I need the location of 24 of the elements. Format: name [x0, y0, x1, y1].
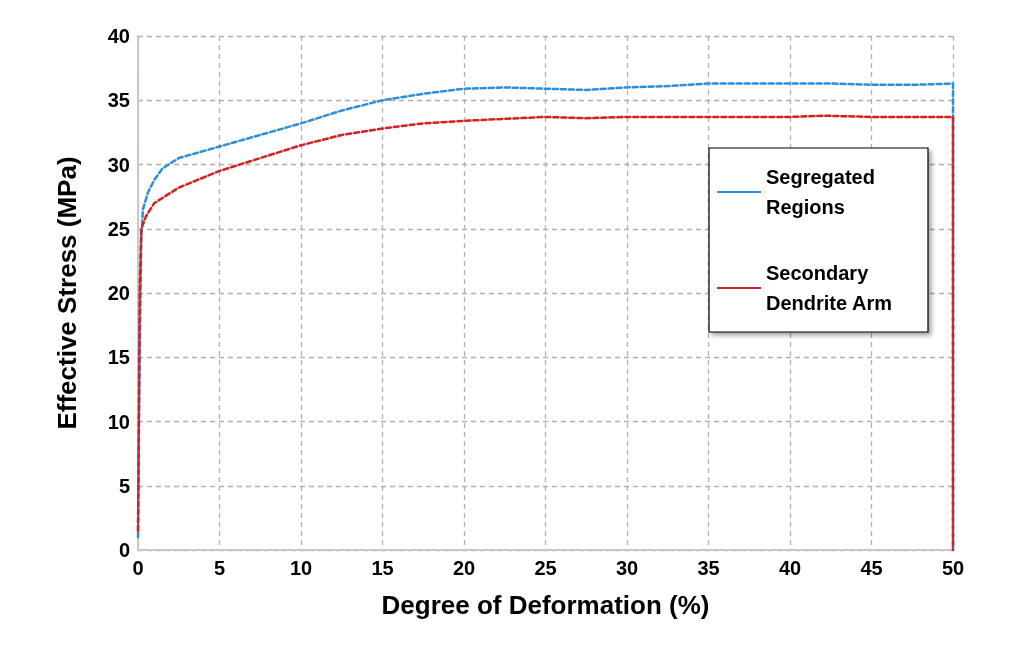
y-tick-label: 20	[107, 282, 130, 304]
y-tick-label: 40	[107, 25, 130, 47]
x-tick-label: 40	[778, 557, 802, 579]
y-tick-label: 0	[118, 539, 130, 561]
y-tick-label: 10	[107, 410, 130, 433]
x-tick-label: 20	[452, 557, 476, 579]
legend-label: Segregated Regions	[766, 166, 881, 218]
x-axis-title: Degree of Deformation (%)	[381, 590, 710, 620]
x-tick-label: 30	[615, 557, 639, 579]
y-axis-title: Effective Stress (MPa)	[52, 156, 82, 430]
x-tick-label: 5	[213, 557, 226, 579]
x-tick-label: 50	[941, 557, 965, 579]
x-tick-label: 35	[697, 557, 720, 579]
y-tick-label: 25	[107, 217, 130, 240]
x-tick-label: 0	[132, 557, 144, 579]
y-tick-label: 30	[107, 153, 130, 176]
y-tick-label: 5	[118, 474, 130, 497]
x-tick-label: 15	[371, 557, 394, 579]
legend-label: Secondary Dendrite Arm	[766, 262, 892, 314]
y-tick-label: 35	[107, 89, 130, 112]
y-tick-label: 15	[107, 346, 130, 369]
x-tick-label: 25	[534, 557, 557, 579]
x-tick-label: 45	[860, 557, 883, 579]
x-tick-label: 10	[289, 557, 313, 579]
